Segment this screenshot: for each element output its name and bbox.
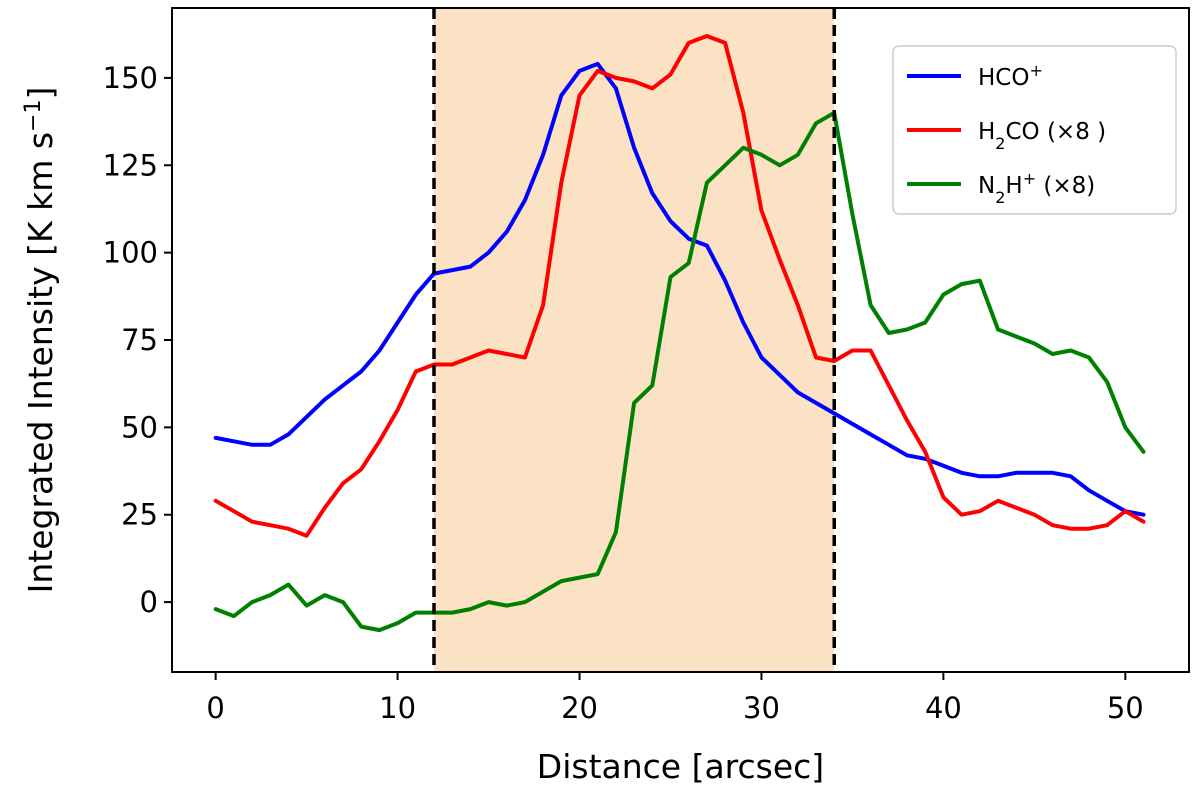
y-tick-label: 75 — [121, 323, 158, 357]
x-tick-label: 30 — [743, 691, 780, 725]
legend-box — [892, 45, 1177, 215]
y-tick-label: 50 — [121, 410, 158, 444]
y-tick-label: 0 — [140, 585, 158, 619]
y-axis-ticks: 0 25 50 75 100 125 150 — [103, 61, 172, 619]
legend-label-1: H2CO (×8 ) — [978, 119, 1106, 153]
x-tick-label: 20 — [561, 691, 598, 725]
series-layer — [213, 34, 1146, 633]
y-axis-label: Integrated Intensity [K km s−1] — [21, 87, 61, 594]
series-line-0 — [213, 61, 1146, 517]
series-line-1 — [213, 34, 1146, 538]
x-tick-label: 0 — [206, 691, 224, 725]
series-line-2 — [213, 110, 1146, 633]
shaded-region — [433, 8, 835, 672]
legend-label-0: HCO+ — [978, 61, 1043, 92]
x-tick-label: 50 — [1107, 691, 1144, 725]
y-tick-label: 100 — [103, 236, 158, 270]
y-tick-label: 150 — [103, 61, 158, 95]
y-tick-label: 25 — [121, 498, 158, 532]
x-axis-label: Distance [arcsec] — [537, 747, 824, 786]
dashed-lines-layer — [432, 8, 836, 672]
x-axis-ticks: 0 10 20 30 40 50 — [206, 672, 1144, 725]
shaded-region-layer — [433, 8, 835, 672]
y-tick-label: 125 — [103, 148, 158, 182]
legend: HCO+ H2CO (×8 ) N2H+ (×8) — [892, 45, 1177, 215]
legend-label-2: N2H+ (×8) — [978, 169, 1095, 207]
x-tick-label: 10 — [379, 691, 416, 725]
x-tick-label: 40 — [925, 691, 962, 725]
